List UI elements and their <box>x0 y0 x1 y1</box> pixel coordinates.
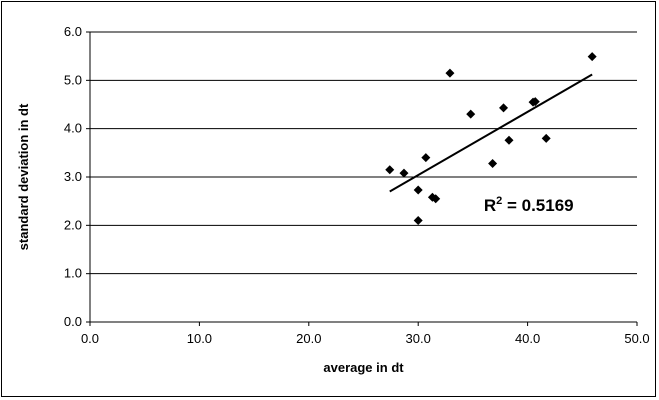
y-tick-labels: 0.0 1.0 2.0 3.0 4.0 5.0 6.0 <box>64 24 82 329</box>
data-point <box>431 194 441 204</box>
axis-layer <box>86 31 638 326</box>
y-tick-label: 4.0 <box>64 121 82 136</box>
x-tick-label: 50.0 <box>624 331 649 346</box>
data-point <box>413 216 423 225</box>
data-point <box>541 133 551 143</box>
x-tick-label: 20.0 <box>296 331 321 346</box>
data-points <box>385 52 597 225</box>
data-point <box>530 97 540 107</box>
y-tick-label: 3.0 <box>64 169 82 184</box>
data-point <box>466 109 476 119</box>
data-point <box>504 135 514 145</box>
data-point <box>421 153 431 163</box>
y-tick-label: 2.0 <box>64 217 82 232</box>
r-squared-superscript: 2 <box>496 195 502 207</box>
y-tick-label: 1.0 <box>64 266 82 281</box>
x-tick-label: 10.0 <box>187 331 212 346</box>
x-tick-label: 0.0 <box>81 331 99 346</box>
trendline-layer <box>389 73 593 193</box>
data-point <box>445 68 455 78</box>
data-point <box>488 158 498 168</box>
data-point <box>587 52 597 62</box>
grid-layer <box>90 31 637 275</box>
data-point <box>385 165 395 175</box>
r-squared-value: = 0.5169 <box>502 196 573 215</box>
data-point <box>413 185 423 195</box>
y-axis-title: standard deviation in dt <box>16 103 31 250</box>
x-axis-title: average in dt <box>323 360 404 375</box>
r-squared-annotation: R2 = 0.5169 <box>484 195 574 215</box>
y-tick-label: 0.0 <box>64 314 82 329</box>
data-point <box>499 103 509 113</box>
x-tick-labels: 0.0 10.0 20.0 30.0 40.0 50.0 <box>81 331 650 346</box>
linear-trendline <box>389 73 593 193</box>
data-point <box>399 168 409 178</box>
x-tick-label: 40.0 <box>515 331 540 346</box>
r-squared-letter: R <box>484 196 496 215</box>
y-tick-label: 6.0 <box>64 24 82 39</box>
x-tick-label: 30.0 <box>406 331 431 346</box>
y-tick-label: 5.0 <box>64 72 82 87</box>
